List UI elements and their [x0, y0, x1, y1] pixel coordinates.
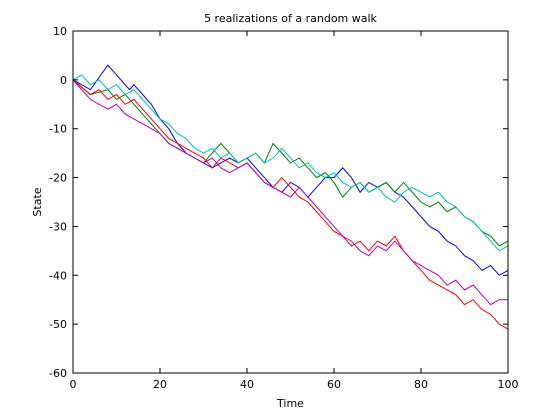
series-line-4: [72, 74, 509, 252]
x-tick-label: 80: [414, 378, 428, 391]
x-tick-label: 20: [153, 378, 167, 391]
y-tick-label: 0: [60, 74, 67, 87]
y-tick-label: -40: [49, 269, 67, 282]
series-line-1: [72, 64, 509, 276]
x-axis-label: Time: [276, 397, 304, 410]
y-tick-label: -60: [49, 367, 67, 380]
plot-area: [73, 31, 508, 373]
y-tick-label: -50: [49, 318, 67, 331]
x-tick-label: 100: [498, 378, 519, 391]
axes-frame: [72, 30, 509, 374]
y-tick-label: -20: [49, 172, 67, 185]
series-lines: [72, 64, 509, 330]
series-line-5: [72, 79, 508, 306]
x-tick-label: 60: [327, 378, 341, 391]
y-tick-label: -10: [49, 123, 67, 136]
x-tick-label: 40: [240, 378, 254, 391]
y-tick-label: -30: [49, 220, 67, 233]
chart-title: 5 realizations of a random walk: [204, 12, 377, 25]
x-tick-label: 0: [70, 378, 77, 391]
y-axis-label: State: [31, 187, 44, 216]
y-tick-label: 10: [53, 25, 67, 38]
